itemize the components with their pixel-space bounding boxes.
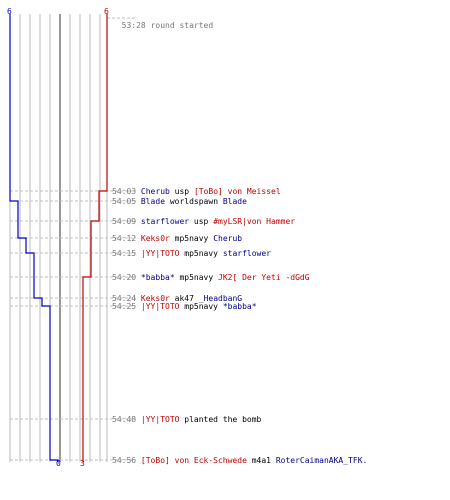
- event-time: 54:15: [112, 249, 137, 258]
- t-end-count: 3: [80, 459, 85, 468]
- event-victim: *babba*: [222, 302, 257, 311]
- event-weapon: usp: [193, 217, 209, 226]
- event-killer: Keks0r: [140, 294, 170, 303]
- event-weapon: usp: [174, 187, 190, 196]
- event-time: 54:24: [112, 294, 137, 303]
- event-victim: JK2[ Der Yeti -dGdG: [218, 273, 310, 282]
- event-row: 54:56 [ToBo] von Eck-Schwede m4a1 RoterC…: [112, 456, 367, 465]
- event-victim: [ToBo] von Meissel: [193, 187, 281, 196]
- event-weapon: planted the bomb: [184, 415, 262, 424]
- event-row: 54:09 starflower usp #myLSR|von Hammer: [112, 217, 295, 226]
- event-time: 54:05: [112, 197, 137, 206]
- event-time: 54:09: [112, 217, 137, 226]
- event-row: 54:20 *babba* mp5navy JK2[ Der Yeti -dGd…: [112, 273, 310, 282]
- event-time: 54:48: [112, 415, 137, 424]
- event-weapon: mp5navy: [184, 302, 218, 311]
- event-victim: _HeadbanG: [198, 294, 243, 303]
- event-victim: starflower: [222, 249, 271, 258]
- event-weapon: mp5navy: [184, 249, 218, 258]
- ct-alive-series: [9, 14, 59, 462]
- event-weapon: worldspawn: [169, 197, 219, 206]
- event-time: 54:20: [112, 273, 137, 282]
- event-killer: Keks0r: [140, 234, 170, 243]
- event-killer: [ToBo] von Eck-Schwede: [140, 456, 247, 465]
- event-time: 54:12: [112, 234, 137, 243]
- t-start-count: 6: [104, 7, 109, 16]
- event-time: 54:25: [112, 302, 137, 311]
- event-time: 54:03: [112, 187, 137, 196]
- event-killer: *babba*: [140, 273, 175, 282]
- event-victim: #myLSR|von Hammer: [213, 217, 296, 226]
- t-alive-series: [82, 14, 108, 462]
- event-weapon: mp5navy: [174, 234, 209, 243]
- round-start-text: round started: [150, 21, 214, 30]
- event-time: 54:56: [112, 456, 137, 465]
- ct-end-count: 0: [56, 459, 61, 468]
- event-weapon: mp5navy: [179, 273, 214, 282]
- event-killer: starflower: [140, 217, 190, 226]
- event-victim: Cherub: [213, 234, 243, 243]
- event-victim: Blade: [222, 197, 247, 206]
- event-row: 54:15 |YY|TOTO mp5navy starflower: [112, 249, 271, 258]
- event-row: 54:12 Keks0r mp5navy Cherub: [112, 234, 242, 243]
- event-killer: Cherub: [140, 187, 170, 196]
- event-row: 54:05 Blade worldspawn Blade: [112, 197, 247, 206]
- event-weapon: ak47: [174, 294, 194, 303]
- round-start-line: 53:28 round started: [112, 12, 214, 30]
- event-row: 54:03 Cherub usp [ToBo] von Meissel: [112, 187, 281, 196]
- event-killer: |YY|TOTO: [140, 415, 180, 424]
- event-killer: |YY|TOTO: [140, 302, 180, 311]
- event-row: 54:48 |YY|TOTO planted the bomb: [112, 415, 266, 424]
- event-victim: RoterCaimanAKA_TFK.: [275, 456, 368, 465]
- event-weapon: m4a1: [251, 456, 271, 465]
- event-killer: Blade: [140, 197, 166, 206]
- ct-start-count: 6: [7, 7, 12, 16]
- event-row: 54:24 Keks0r ak47 _HeadbanG: [112, 294, 242, 303]
- event-killer: |YY|TOTO: [140, 249, 180, 258]
- round-start-time: 53:28: [121, 21, 146, 30]
- event-row: 54:25 |YY|TOTO mp5navy *babba*: [112, 302, 257, 311]
